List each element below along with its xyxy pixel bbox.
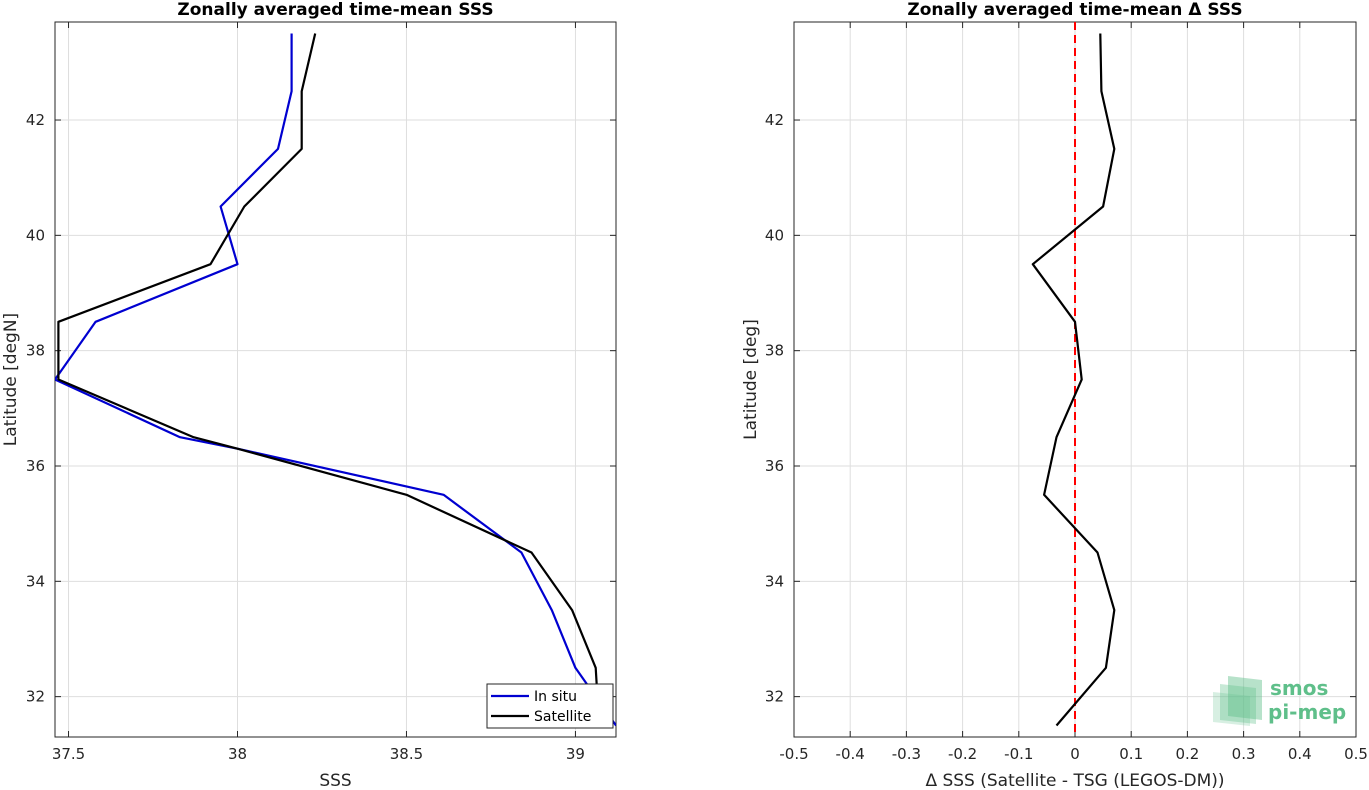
logo-mark-layer xyxy=(1220,684,1256,724)
x-axis-label: Δ SSS (Satellite - TSG (LEGOS-DM)) xyxy=(925,771,1224,790)
y-axis-label: Latitude [deg] xyxy=(741,319,761,440)
series-line-satellite xyxy=(57,33,601,726)
logo-mark-layer xyxy=(1213,692,1250,726)
x-tick-label: -0.3 xyxy=(892,745,921,763)
axes-frame xyxy=(54,21,617,738)
y-tick-label: 38 xyxy=(765,342,784,360)
y-tick-label: 42 xyxy=(765,111,784,129)
y-tick-label: 32 xyxy=(26,688,45,706)
legend-label: In situ xyxy=(534,689,577,705)
y-tick-label: 34 xyxy=(765,572,784,590)
y-tick-label: 38 xyxy=(26,342,45,360)
x-tick-label: 0.4 xyxy=(1288,745,1312,763)
chart-title: Zonally averaged time-mean Δ SSS xyxy=(907,0,1242,20)
y-tick-label: 32 xyxy=(765,688,784,706)
x-tick-label: -0.2 xyxy=(948,745,977,763)
y-axis-label: Latitude [degN] xyxy=(1,313,21,446)
series-line-in-situ xyxy=(55,33,616,727)
y-tick-label: 42 xyxy=(26,111,45,129)
left-chart: 37.5 38 38.5 39 32 34 36 38 40 42 Zonally averaged… xyxy=(1,0,617,790)
y-tick-label: 36 xyxy=(765,457,784,475)
legend-label: Satellite xyxy=(534,709,591,725)
x-tick-label: 0.3 xyxy=(1232,745,1256,763)
logo-text-bottom: pi-mep xyxy=(1268,700,1346,724)
plot-area xyxy=(55,33,616,727)
right-chart: -0.5 -0.4 -0.3 -0.2 -0.1 0 0.1 0.2 0.3 0.4 0.5 32 34… xyxy=(741,0,1368,790)
x-tick-label: 39 xyxy=(566,745,585,763)
x-axis-label: SSS xyxy=(319,771,351,790)
logo-mark-layer xyxy=(1228,676,1262,720)
x-tick-label: 0.2 xyxy=(1175,745,1199,763)
chart-title: Zonally averaged time-mean SSS xyxy=(177,0,493,20)
legend-box xyxy=(486,683,614,729)
y-tick-label: 36 xyxy=(26,457,45,475)
x-tick-label: -0.1 xyxy=(1004,745,1033,763)
y-tick-label: 40 xyxy=(26,226,45,244)
x-tick-label: 38 xyxy=(228,745,247,763)
x-tick-label: 0.5 xyxy=(1344,745,1368,763)
y-tick-label: 34 xyxy=(26,572,45,590)
x-tick-label: -0.4 xyxy=(836,745,865,763)
plot-area xyxy=(1031,22,1116,737)
x-tick-label: 38.5 xyxy=(390,745,423,763)
x-tick-label: 0 xyxy=(1070,745,1080,763)
smos-pi-mep-logo: smos pi-mep xyxy=(1213,676,1346,726)
y-tick-label: 40 xyxy=(765,226,784,244)
x-tick-label: 37.5 xyxy=(52,745,85,763)
x-tick-label: -0.5 xyxy=(779,745,808,763)
logo-text-top: smos xyxy=(1270,676,1328,700)
x-tick-label: 0.1 xyxy=(1119,745,1143,763)
series-line-delta-sss xyxy=(1031,33,1116,727)
